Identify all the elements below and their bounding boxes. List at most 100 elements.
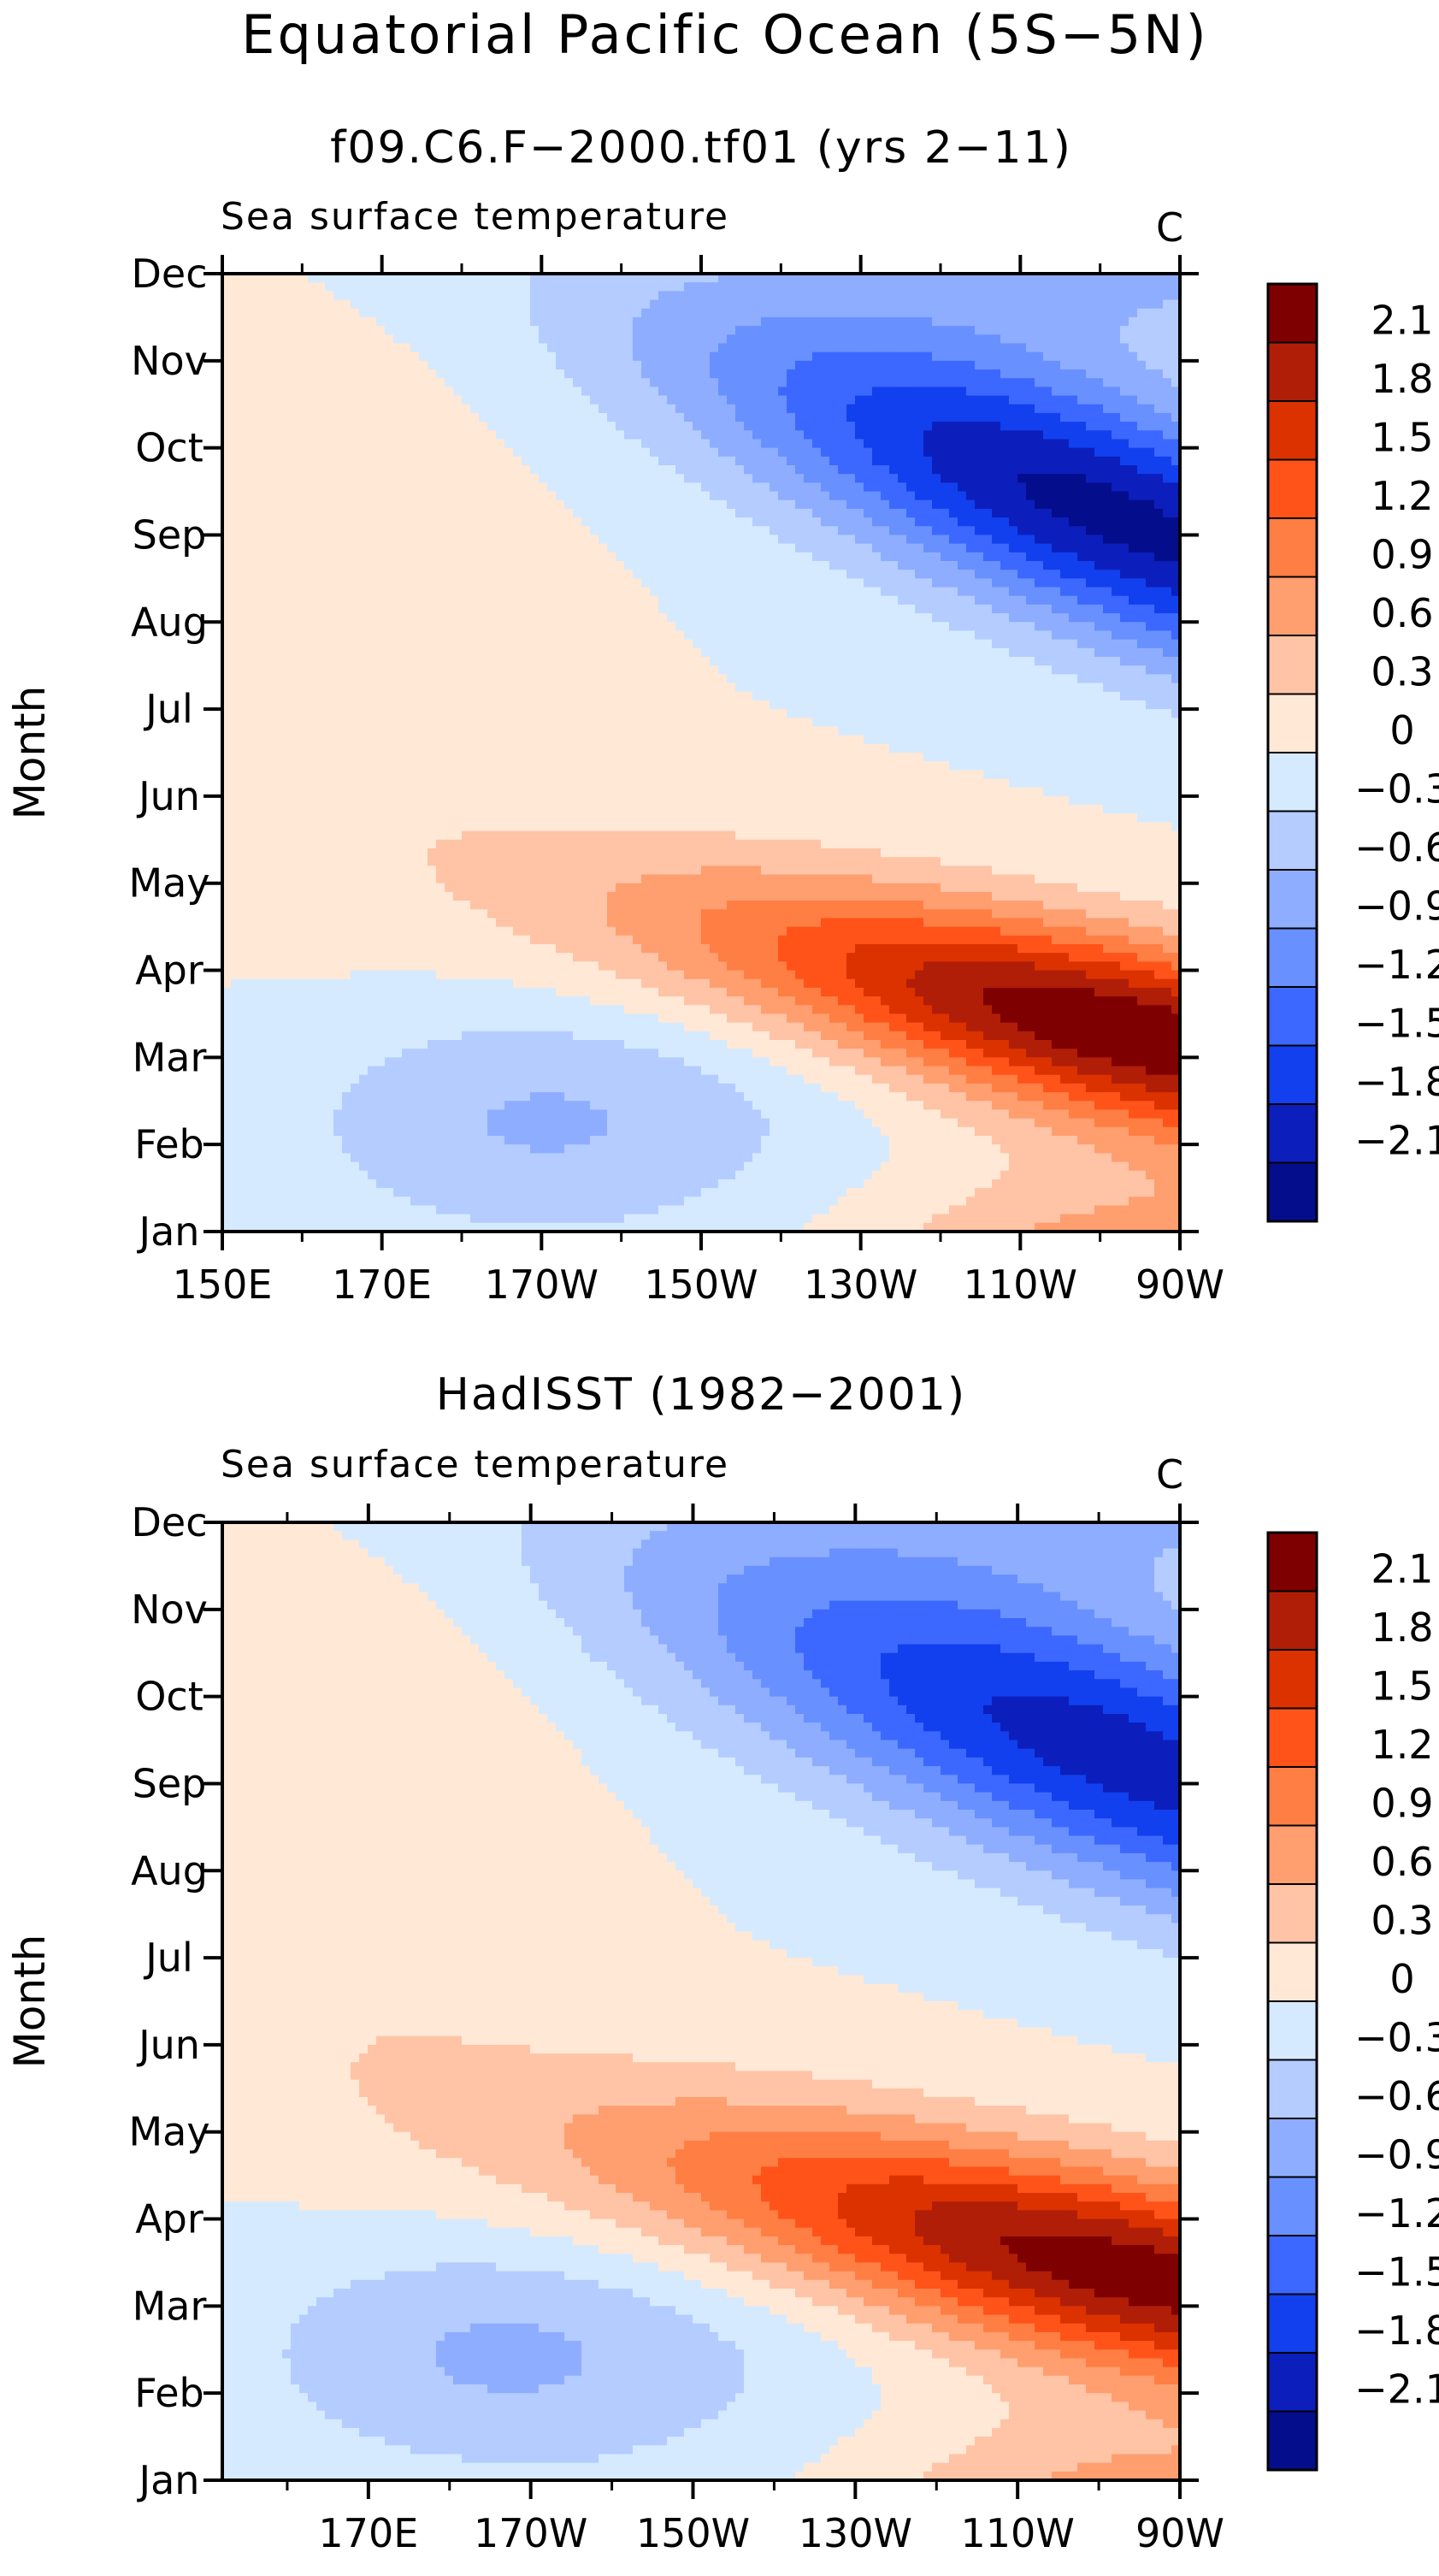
contour-cell: [641, 291, 651, 300]
contour-cell: [710, 369, 719, 379]
contour-cell: [923, 343, 933, 352]
contour-cell: [316, 352, 326, 362]
contour-cell: [1035, 309, 1044, 318]
contour-cell: [428, 300, 437, 310]
contour-cell: [1017, 343, 1027, 352]
contour-cell: [231, 300, 240, 310]
contour-cell: [496, 334, 505, 344]
contour-cell: [487, 326, 497, 335]
contour-cell: [675, 309, 685, 318]
contour-cell: [966, 326, 976, 335]
contour-cell: [1094, 352, 1104, 362]
contour-cell: [257, 343, 266, 352]
contour-cell: [257, 282, 266, 292]
contour-cell: [838, 343, 847, 352]
contour-cell: [744, 326, 753, 335]
contour-cell: [1137, 309, 1147, 318]
contour-cell: [1086, 300, 1095, 310]
contour-cell: [1103, 309, 1112, 318]
contour-cell: [470, 291, 480, 300]
contour-cell: [1052, 300, 1061, 310]
contour-cell: [983, 334, 993, 344]
contour-cell: [436, 282, 445, 292]
contour-cell: [1026, 317, 1035, 327]
contour-cell: [949, 378, 958, 387]
contour-cell: [462, 326, 471, 335]
contour-cell: [402, 361, 411, 370]
figure: Equatorial Pacific Ocean (5S−5N) f09.C6.…: [0, 0, 1439, 2576]
contour-cell: [633, 326, 642, 335]
contour-cell: [864, 309, 873, 318]
contour-cell: [1000, 291, 1010, 300]
contour-cell: [761, 300, 770, 310]
contour-cell: [1052, 369, 1061, 379]
contour-cell: [1000, 326, 1010, 335]
contour-cell: [342, 291, 351, 300]
contour-cell: [821, 300, 830, 310]
contour-cell: [1026, 369, 1035, 379]
contour-cell: [325, 309, 334, 318]
contour-cell: [1103, 326, 1112, 335]
contour-cell: [462, 300, 471, 310]
contour-cell: [325, 352, 334, 362]
contour-cell: [923, 361, 933, 370]
contour-cell: [231, 378, 240, 387]
contour-cell: [864, 343, 873, 352]
contour-cell: [693, 300, 702, 310]
contour-cell: [1043, 334, 1053, 344]
contour-cell: [1112, 309, 1121, 318]
contour-cell: [1000, 317, 1010, 327]
contour-cell: [342, 300, 351, 310]
contour-cell: [1077, 309, 1087, 318]
contour-cell: [436, 361, 445, 370]
contour-cell: [1060, 343, 1070, 352]
contour-cell: [616, 300, 625, 310]
contour-cell: [231, 334, 240, 344]
contour-cell: [667, 343, 676, 352]
contour-cell: [368, 387, 377, 396]
contour-cell: [675, 291, 685, 300]
contour-cell: [342, 326, 351, 335]
contour-cell: [368, 343, 377, 352]
contour-cell: [1043, 369, 1053, 379]
contour-cell: [838, 378, 847, 387]
contour-cell: [436, 326, 445, 335]
contour-cell: [1129, 343, 1138, 352]
contour-cell: [1120, 361, 1129, 370]
contour-cell: [1017, 282, 1027, 292]
contour-cell: [710, 361, 719, 370]
contour-cell: [257, 326, 266, 335]
contour-cell: [992, 326, 1001, 335]
contour-cell: [547, 282, 557, 292]
contour-cell: [599, 378, 608, 387]
contour-cell: [590, 309, 599, 318]
contour-cell: [881, 300, 890, 310]
contour-cell: [453, 352, 463, 362]
contour-cell: [333, 361, 343, 370]
contour-cell: [257, 334, 266, 344]
contour-cell: [1052, 343, 1061, 352]
contour-cell: [650, 300, 659, 310]
contour-cell: [770, 343, 779, 352]
contour-cell: [479, 343, 488, 352]
contour-cell: [1077, 317, 1087, 327]
contour-cell: [949, 291, 958, 300]
contour-cell: [573, 369, 582, 379]
contour-cell: [265, 369, 274, 379]
contour-cell: [470, 326, 480, 335]
contour-cell: [992, 369, 1001, 379]
contour-cell: [846, 282, 856, 292]
contour-cell: [274, 361, 283, 370]
contour-cell: [351, 282, 360, 292]
contour-cell: [958, 291, 967, 300]
contour-cell: [445, 343, 454, 352]
contour-cell: [770, 326, 779, 335]
contour-cell: [547, 326, 557, 335]
contour-cell: [1043, 300, 1053, 310]
contour-cell: [479, 361, 488, 370]
contour-cell: [898, 282, 907, 292]
contour-cell: [359, 317, 369, 327]
contour-cell: [701, 369, 711, 379]
contour-cell: [752, 291, 762, 300]
contour-cell: [599, 309, 608, 318]
